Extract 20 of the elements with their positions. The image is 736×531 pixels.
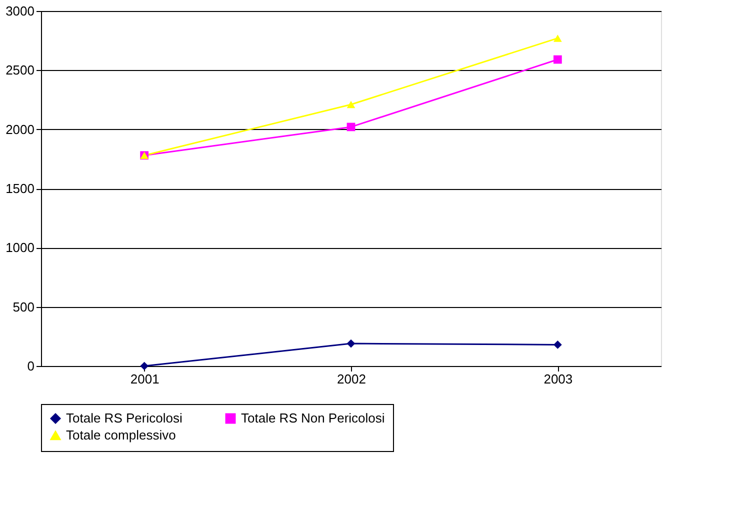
point (553, 340, 562, 349)
y-tick-label: 1000 (6, 240, 34, 256)
y-tick-label: 2000 (6, 122, 34, 137)
y-tick-label: 500 (12, 299, 34, 314)
point (140, 362, 149, 370)
x-tick-label: 2003 (544, 372, 573, 386)
point (346, 122, 356, 132)
legend-label: Totale complessivo (66, 428, 176, 442)
legend-label: Totale RS Non Pericolosi (241, 410, 385, 426)
y-tick-label: 1500 (6, 181, 34, 196)
y-tick-label: 2500 (6, 62, 34, 78)
point (346, 339, 356, 348)
y-tick-label: 0 (27, 358, 34, 374)
point (553, 34, 562, 42)
x-tick-label: 2002 (337, 372, 366, 386)
point (553, 55, 562, 64)
x-tick-label: 2001 (130, 372, 160, 386)
legend-label: Totale RS Pericolosi (66, 410, 182, 426)
y-tick-label: 3000 (6, 4, 34, 18)
point (346, 100, 356, 108)
